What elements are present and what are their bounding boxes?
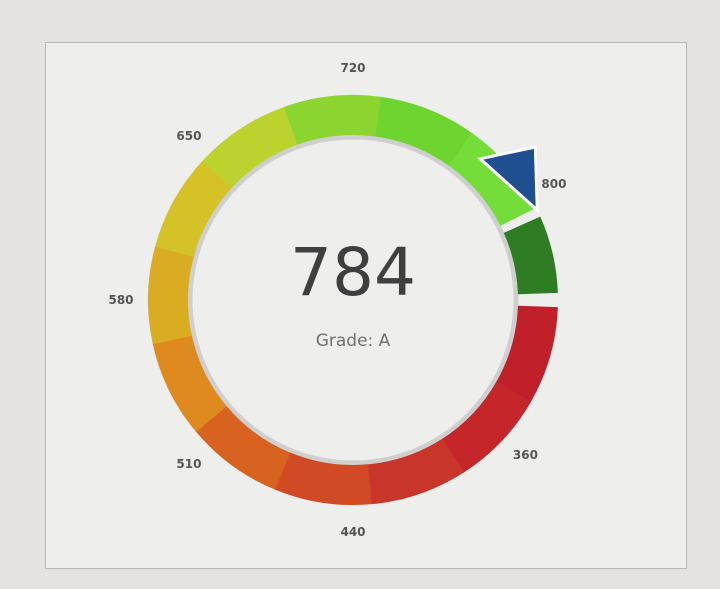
gauge-segment — [283, 95, 383, 145]
tick-label: 440 — [340, 525, 365, 539]
gauge-segment — [496, 305, 558, 403]
tick-label: 510 — [176, 457, 201, 471]
score-pointer-icon — [476, 145, 539, 214]
gauge-segment — [375, 96, 473, 167]
gauge-segment — [274, 452, 372, 505]
tick-label: 650 — [176, 129, 201, 143]
grade-label: Grade: A — [315, 331, 391, 351]
gauge-segment — [448, 132, 537, 226]
gauge-segment — [195, 405, 291, 490]
tick-label: 720 — [340, 61, 365, 75]
tick-label: 360 — [513, 448, 538, 462]
tick-label: 580 — [108, 293, 133, 307]
score-value: 784 — [290, 234, 416, 311]
tick-label: 800 — [541, 177, 566, 191]
inner-track — [187, 134, 519, 466]
gauge-segment-top — [503, 216, 558, 295]
gauge-segment — [202, 106, 299, 189]
gauge-segment — [147, 245, 194, 345]
gauge-segment — [367, 438, 465, 505]
gauge-segment — [155, 160, 233, 258]
gauge-segment — [441, 381, 532, 473]
gauge-segment — [152, 334, 227, 432]
